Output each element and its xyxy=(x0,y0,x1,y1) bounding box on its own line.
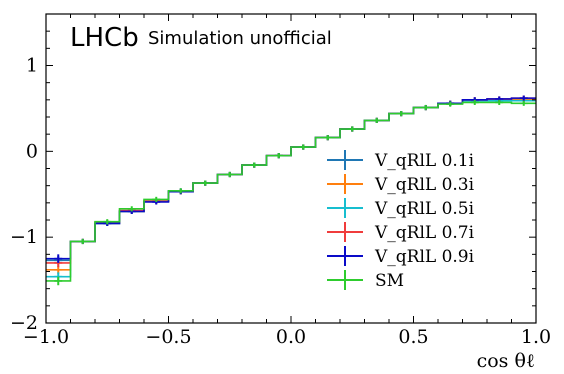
data-point xyxy=(348,126,357,132)
data-point xyxy=(495,99,504,105)
legend-item-4: V_qRlL 0.9i xyxy=(327,246,475,267)
y-tick-label: −1 xyxy=(10,226,38,248)
ticks-layer: −1.0 −0.5 0.0 0.5 1.0 −2 −1 0 1 xyxy=(10,13,551,348)
x-tick-label: 1.0 xyxy=(521,326,551,348)
data-point xyxy=(103,219,112,225)
brand-label: LHCb xyxy=(70,23,139,53)
data-point xyxy=(225,171,234,178)
legend-item-2: V_qRlL 0.5i xyxy=(327,198,475,219)
legend-item-5: SM xyxy=(327,270,404,291)
y-tick-label: 1 xyxy=(26,55,38,77)
legend-label: SM xyxy=(375,271,404,291)
data-point xyxy=(323,135,332,141)
series-line xyxy=(46,101,536,282)
x-tick-label: −0.5 xyxy=(145,326,191,348)
data-point xyxy=(372,117,381,124)
data-point xyxy=(250,162,259,168)
x-tick-label: 0.5 xyxy=(398,326,428,348)
data-point xyxy=(78,238,87,245)
subtitle-label: Simulation unofficial xyxy=(148,28,332,49)
x-axis-label: cos θℓ xyxy=(477,350,535,372)
legend-item-3: V_qRlL 0.7i xyxy=(327,222,475,243)
data-point xyxy=(470,99,479,105)
y-tick-label: 0 xyxy=(26,140,38,162)
data-point xyxy=(274,153,283,159)
legend: V_qRlL 0.1i V_qRlL 0.3i V_qRlL 0.5i V_qRlL … xyxy=(327,150,475,291)
legend-label: V_qRlL 0.1i xyxy=(374,151,475,171)
data-point xyxy=(519,100,528,106)
legend-label: V_qRlL 0.9i xyxy=(374,247,475,267)
data-point xyxy=(54,254,63,263)
data-point xyxy=(176,188,185,194)
data-point xyxy=(299,144,308,150)
x-tick-label: −1.0 xyxy=(23,326,69,348)
legend-item-0: V_qRlL 0.1i xyxy=(327,150,475,171)
series-layer xyxy=(46,95,536,286)
data-point xyxy=(397,110,406,117)
data-point xyxy=(519,95,528,101)
legend-label: V_qRlL 0.7i xyxy=(374,223,475,243)
data-point xyxy=(54,276,63,286)
legend-label: V_qRlL 0.3i xyxy=(374,175,475,195)
legend-item-1: V_qRlL 0.3i xyxy=(327,174,475,195)
series-5 xyxy=(46,99,536,286)
data-point xyxy=(152,196,161,202)
legend-label: V_qRlL 0.5i xyxy=(374,199,475,219)
data-point xyxy=(446,101,455,107)
data-point xyxy=(127,206,136,212)
data-point xyxy=(421,104,430,111)
data-point xyxy=(201,180,210,186)
y-tick-label: −2 xyxy=(10,312,38,334)
x-tick-label: 0.0 xyxy=(276,326,306,348)
